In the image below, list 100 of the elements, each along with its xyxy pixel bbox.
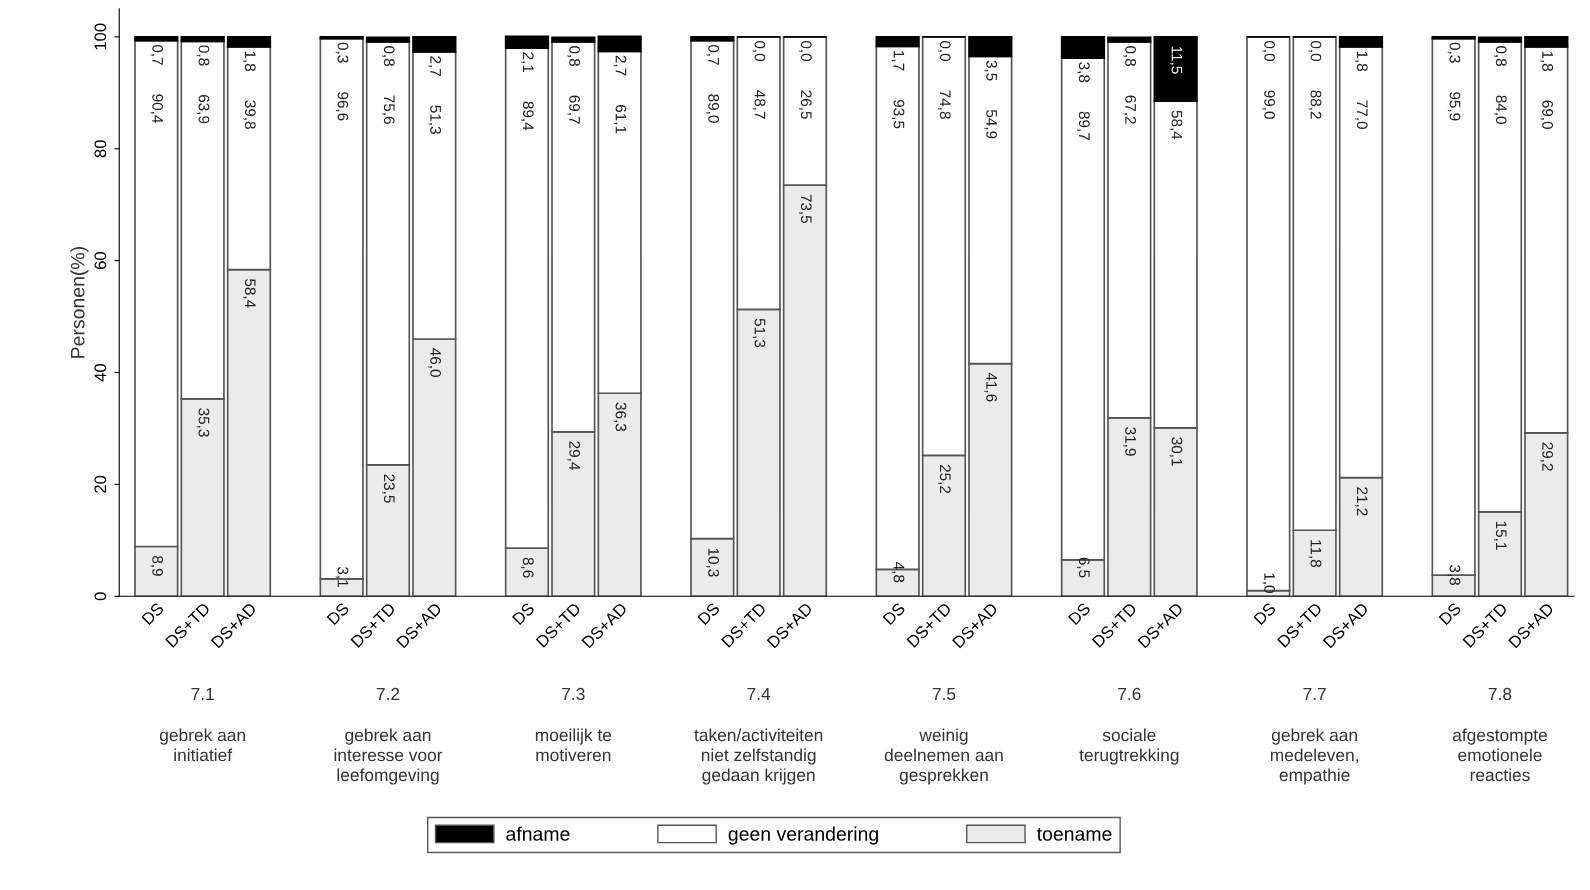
data-label: 4,8 — [891, 561, 905, 583]
bar — [180, 36, 225, 43]
data-label: 58,4 — [243, 279, 256, 308]
data-label: 3,5 — [984, 60, 998, 81]
data-label: 0,0 — [1308, 40, 1322, 62]
y-tick-label: 80 — [94, 140, 107, 158]
data-label: 0,3 — [1447, 42, 1461, 63]
data-label: 58,4 — [1169, 110, 1183, 140]
data-label: 51,3 — [752, 318, 766, 348]
data-label: 69,7 — [567, 95, 581, 124]
text: gebrek aan medeleven, empathie — [1270, 728, 1358, 785]
text: afgestompte emotionele reacties — [1452, 728, 1547, 782]
data-label: 2,1 — [521, 52, 534, 73]
bar — [504, 35, 550, 49]
data-label: 0,7 — [706, 44, 720, 65]
data-label: 6,5 — [1077, 557, 1090, 578]
data-label: 30,1 — [1169, 437, 1183, 466]
data-label: 51,3 — [428, 105, 442, 134]
data-label: 0,0 — [752, 40, 766, 62]
data-label: 93,5 — [891, 99, 905, 129]
data-label: 8,9 — [150, 555, 164, 576]
data-label: 61,1 — [613, 105, 627, 134]
data-label: 0,3 — [335, 42, 349, 63]
x-tick-label: DS — [1067, 602, 1092, 626]
bar — [1060, 36, 1106, 59]
data-label: 89,4 — [521, 101, 534, 131]
bar — [1477, 36, 1523, 43]
bar — [968, 36, 1013, 58]
data-label: 95,9 — [1447, 92, 1461, 121]
bar — [690, 36, 735, 42]
data-label: 10,3 — [706, 548, 720, 577]
data-label: 1,0 — [1262, 573, 1276, 593]
data-label: 88,2 — [1308, 90, 1322, 119]
x-tick-label: DS — [1253, 602, 1277, 626]
data-label: 0,8 — [382, 46, 395, 66]
y-tick-label: 40 — [94, 363, 107, 382]
data-label: 75,6 — [382, 95, 395, 124]
bar — [1153, 36, 1198, 103]
data-label: 3,1 — [335, 566, 349, 587]
bar — [1246, 36, 1291, 592]
data-label: 84,0 — [1494, 95, 1507, 124]
data-label: 2,7 — [428, 56, 442, 76]
data-label: 39,8 — [243, 100, 256, 129]
data-label: 1,8 — [243, 51, 256, 72]
data-label: 15,1 — [1494, 521, 1507, 550]
data-label: 1,8 — [1540, 51, 1554, 72]
data-label: 0,8 — [567, 46, 581, 66]
text: 7.6 — [1118, 687, 1141, 701]
x-tick-label: DS — [141, 602, 165, 626]
data-label: 63,9 — [196, 94, 210, 124]
text: gebrek aan interesse voor leefomgeving — [334, 728, 443, 785]
y-tick-label: 20 — [94, 475, 107, 493]
data-label: 3,8 — [1077, 62, 1090, 83]
y-tick-label: 60 — [94, 252, 107, 270]
text: gebrek aan initiatief — [159, 728, 245, 762]
bar — [875, 36, 920, 48]
bar — [551, 36, 596, 43]
data-label: 77,0 — [1355, 100, 1368, 129]
data-label: 99,0 — [1262, 90, 1276, 119]
text: weinig deelnemen aan gesprekken — [884, 728, 1003, 785]
data-label: 0,8 — [196, 45, 210, 66]
bar — [412, 36, 457, 53]
data-label: 48,7 — [752, 90, 766, 119]
data-label: 69,0 — [1540, 100, 1554, 129]
data-label: 41,6 — [984, 372, 998, 402]
bar — [1107, 36, 1152, 43]
data-label: 90,4 — [150, 94, 164, 123]
data-label: 0,0 — [1262, 40, 1276, 62]
data-label: 3,8 — [1447, 565, 1461, 586]
data-label: 21,2 — [1355, 487, 1368, 516]
data-label: 8,6 — [521, 557, 534, 578]
data-label: 74,8 — [938, 90, 951, 119]
data-label: 26,5 — [799, 90, 812, 119]
data-label: 0,0 — [799, 40, 812, 62]
data-label: 11,5 — [1169, 46, 1183, 74]
data-label: 0,7 — [150, 44, 164, 65]
text: 7.8 — [1488, 687, 1512, 701]
data-label: 31,9 — [1123, 427, 1137, 456]
y-axis-title: Personen(%) — [70, 247, 89, 358]
data-label: 36,3 — [613, 402, 627, 432]
text: 7.2 — [376, 687, 400, 700]
data-label: 73,5 — [799, 194, 812, 224]
data-label: 1,7 — [891, 51, 905, 71]
text: 7.1 — [191, 687, 214, 700]
data-label: 1,8 — [1355, 51, 1368, 72]
text: sociale terugtrekking — [1079, 728, 1179, 765]
text: 7.5 — [932, 687, 956, 701]
x-tick-label: DS — [511, 602, 536, 626]
text: 7.7 — [1303, 687, 1326, 700]
bar — [1338, 36, 1384, 48]
data-label: 67,2 — [1123, 95, 1137, 124]
x-tick-label: DS — [882, 602, 906, 626]
text: taken/activiteiten niet zelfstandig gedaan krijgen — [694, 728, 823, 785]
data-label: 25,2 — [938, 464, 951, 494]
data-label: 2,7 — [613, 55, 627, 76]
bar — [226, 36, 272, 48]
data-label: 35,3 — [196, 408, 210, 437]
legend-label: geen verandering — [728, 826, 878, 845]
data-label: 89,7 — [1077, 111, 1090, 140]
x-tick-label: DS — [697, 602, 721, 626]
